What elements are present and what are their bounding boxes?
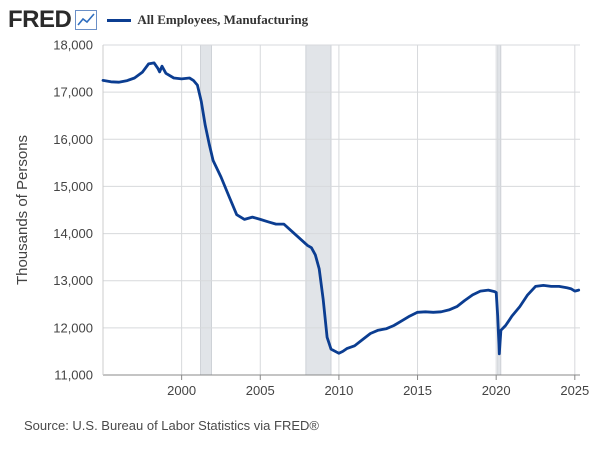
y-tick-label: 12,000 (53, 320, 93, 335)
x-tick-label: 2020 (482, 383, 511, 398)
legend: All Employees, Manufacturing (107, 12, 308, 28)
y-tick-label: 16,000 (53, 132, 93, 147)
fred-logo: FRED (8, 6, 72, 33)
y-tick-label: 15,000 (53, 179, 93, 194)
series-line (101, 61, 581, 356)
x-tick-label: 2010 (324, 383, 353, 398)
x-tick-label: 2025 (560, 383, 589, 398)
label-layer: 11,000 12,000 13,000 14,000 15,000 16,000 17,0… (14, 38, 589, 399)
recession-shading-layer (200, 44, 502, 376)
x-tick-label: 2000 (167, 383, 196, 398)
x-tick-label: 2005 (246, 383, 275, 398)
y-tick-label: 17,000 (53, 85, 93, 100)
recession-band (305, 44, 332, 376)
source-note: Source: U.S. Bureau of Labor Statistics … (24, 418, 319, 433)
y-axis-title: Thousands of Persons (14, 135, 31, 285)
legend-swatch (107, 18, 132, 22)
chart-header: FRED All Employees, Manufacturing (8, 6, 308, 34)
axis-layer (102, 45, 580, 380)
y-tick-label: 11,000 (54, 368, 93, 383)
y-tick-label: 18,000 (53, 38, 93, 53)
trend-line-icon (75, 10, 98, 30)
x-tick-label: 2015 (403, 383, 432, 398)
series-layer (101, 61, 581, 356)
recession-band (200, 44, 212, 376)
grid-layer (103, 44, 580, 376)
legend-label: All Employees, Manufacturing (137, 12, 309, 27)
y-tick-label: 14,000 (53, 226, 93, 241)
y-tick-label: 13,000 (53, 273, 93, 288)
